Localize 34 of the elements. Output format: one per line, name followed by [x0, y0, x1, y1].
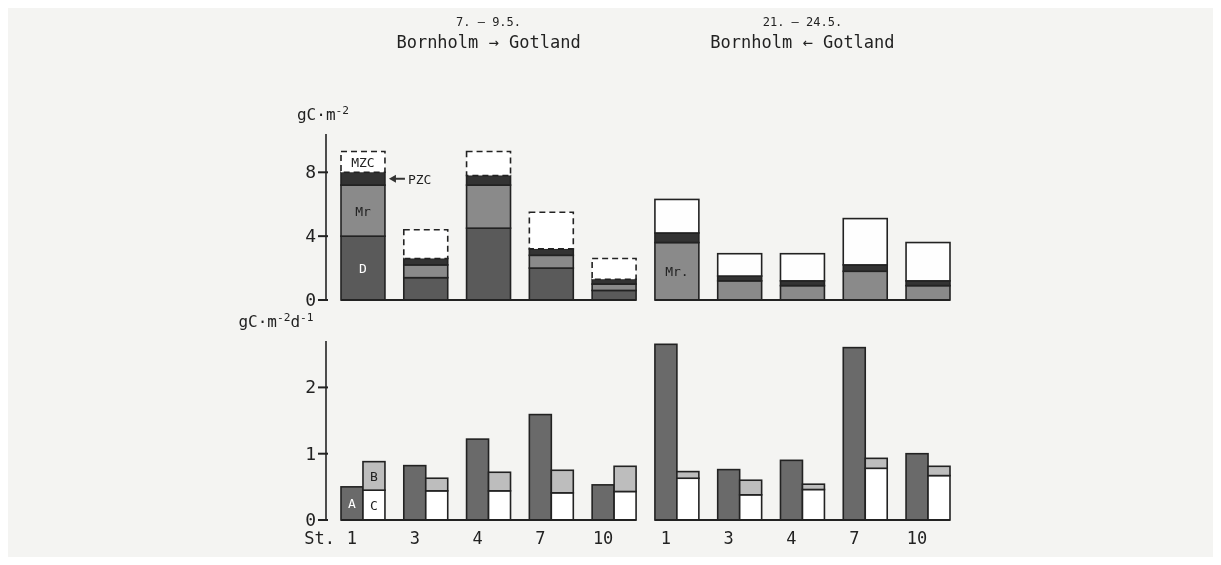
x-tick-label: 1 — [346, 528, 358, 548]
x-tick-label: 7 — [535, 528, 546, 548]
x-tick-label: 10 — [906, 528, 928, 548]
annotation: Mr. — [665, 264, 689, 280]
y-tick-label: 8 — [305, 161, 316, 183]
x-tick-label: 10 — [592, 528, 614, 548]
y-tick-label: 1 — [305, 442, 316, 464]
series-label: C — [370, 498, 378, 514]
x-tick-label: 4 — [472, 528, 483, 548]
x-tick-label: 3 — [723, 528, 734, 548]
x-tick-label: 3 — [409, 528, 420, 548]
x-tick-label: 1 — [660, 528, 672, 548]
y-tick-label: 0 — [305, 289, 316, 310]
chart-subtitle: 7. – 9.5. — [456, 15, 522, 29]
chart-title: Bornholm → Gotland — [396, 32, 581, 52]
series-label: D — [359, 261, 368, 277]
y-tick-label: 0 — [305, 509, 316, 530]
text: 21. – 24.5. — [762, 15, 843, 29]
series-label: MZC — [351, 154, 375, 170]
y-tick-label: 2 — [305, 376, 316, 398]
series-label: A — [348, 496, 357, 512]
text: Bornholm ← Gotland — [710, 32, 895, 52]
bar — [905, 241, 951, 282]
legend-label: PZC — [407, 171, 432, 187]
series-label: Mr — [355, 203, 371, 219]
bar — [779, 252, 826, 282]
y-axis-title: gC·m$^{-2}$ — [296, 103, 350, 124]
x-tick-label: 4 — [786, 528, 797, 548]
y-tick-label: 4 — [305, 225, 316, 247]
series-label: B — [370, 468, 379, 484]
x-axis-title: St. — [304, 528, 335, 548]
x-tick-label: 7 — [849, 528, 860, 548]
bar — [591, 257, 637, 281]
y-axis-title: gC·m$^{-2}$d$^{-1}$ — [238, 310, 314, 331]
